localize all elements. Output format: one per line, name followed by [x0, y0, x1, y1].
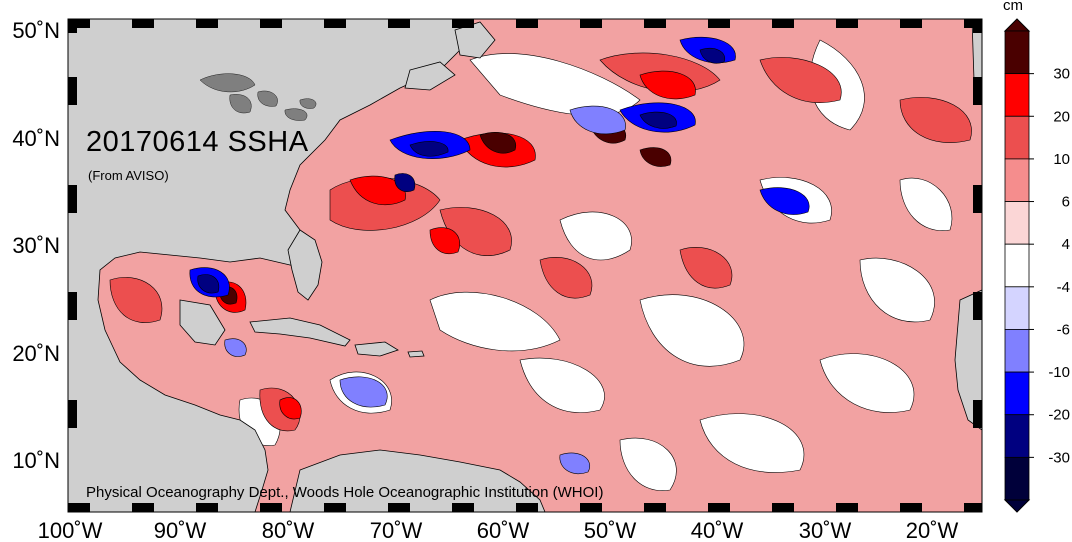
longitude-axis: 100˚W 90˚W 80˚W 70˚W 60˚W 50˚W 40˚W 30˚W… — [38, 518, 959, 542]
colorbar-block — [1004, 201, 1030, 245]
map-plot-area — [68, 19, 982, 512]
florida-land — [287, 229, 323, 301]
lat-label: 30˚N — [12, 233, 60, 258]
colorbar-block — [1004, 371, 1030, 416]
lat-label: 40˚N — [12, 126, 60, 151]
lon-label: 50˚W — [584, 518, 637, 542]
credit-line: Physical Oceanography Dept., Woods Hole … — [86, 484, 604, 501]
lon-label: 70˚W — [370, 518, 423, 542]
colorbar-level-label: -10 — [1048, 364, 1070, 381]
lon-label: 60˚W — [477, 518, 530, 542]
lon-label: 30˚W — [799, 518, 852, 542]
map-frame — [67, 18, 983, 513]
lon-label: 40˚W — [691, 518, 744, 542]
colorbar-level-label: 20 — [1053, 108, 1070, 125]
lat-label: 50˚N — [12, 18, 60, 43]
colorbar-block — [1004, 158, 1030, 202]
lon-label: 90˚W — [154, 518, 207, 542]
colorbar-top-arrow — [1003, 18, 1031, 32]
great-lakes — [199, 73, 317, 121]
colorbar-level-label: -4 — [1057, 279, 1070, 296]
colorbar-bottom-arrow — [1003, 499, 1031, 513]
colorbar-block — [1004, 286, 1030, 330]
colorbar-level-label: -30 — [1048, 449, 1070, 466]
map-subtitle: (From AVISO) — [88, 168, 169, 183]
iberia-land — [971, 19, 982, 91]
colorbar-level-label: -20 — [1048, 407, 1070, 424]
colorbar-level-label: 10 — [1053, 151, 1070, 168]
hispaniola-land — [354, 341, 399, 357]
lon-label: 20˚W — [906, 518, 959, 542]
colorbar: 30 20 10 6 4 -4 -6 -10 -20 -30 — [1003, 18, 1070, 513]
negative-anomaly-patches — [224, 105, 626, 475]
yucatan-land — [179, 299, 226, 346]
latitude-axis: 50˚N 40˚N 30˚N 20˚N 10˚N — [12, 18, 60, 473]
africa-land — [954, 289, 982, 431]
colorbar-level-label: -6 — [1057, 321, 1070, 338]
colorbar-block — [1004, 115, 1030, 160]
colorbar-block — [1004, 243, 1030, 288]
lat-label: 10˚N — [12, 448, 60, 473]
south-america-land — [289, 449, 546, 512]
colorbar-block — [1004, 73, 1030, 117]
cuba-land — [249, 317, 351, 347]
colorbar-labels: 30 20 10 6 4 -4 -6 -10 -20 -30 — [1029, 66, 1070, 466]
lat-label: 20˚N — [12, 341, 60, 366]
colorbar-block — [1004, 456, 1030, 501]
lon-label: 100˚W — [38, 518, 103, 542]
colorbar-level-label: 4 — [1062, 236, 1070, 253]
newfoundland-land — [454, 21, 496, 59]
lon-label: 80˚W — [262, 518, 315, 542]
puerto-rico-land — [407, 350, 425, 358]
colorbar-unit: cm — [1003, 0, 1023, 14]
colorbar-block — [1004, 329, 1030, 373]
land-masses — [68, 19, 982, 512]
north-america-land — [68, 19, 471, 512]
colorbar-level-label: 30 — [1053, 66, 1070, 83]
very-strong-negative-patches — [197, 48, 726, 294]
map-title: 20170614 SSHA — [86, 126, 309, 158]
nova-scotia-land — [404, 61, 456, 91]
colorbar-blocks — [1004, 30, 1030, 501]
colorbar-block — [1004, 30, 1030, 75]
colorbar-block — [1004, 414, 1030, 458]
colorbar-level-label: 6 — [1062, 194, 1070, 211]
